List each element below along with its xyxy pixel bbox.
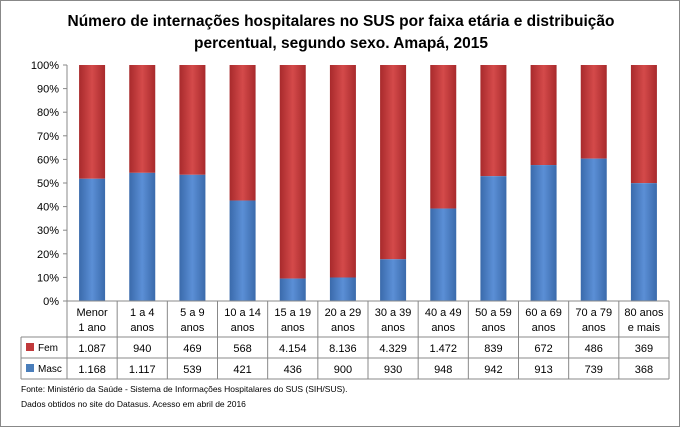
y-tick-label: 0% (43, 296, 59, 308)
category-label: 80 anos (624, 307, 664, 319)
data-label-masc: 1.168 (78, 364, 106, 376)
y-tick-label: 60% (37, 154, 59, 166)
category-label: anos (281, 322, 305, 334)
category-label: 50 a 59 (475, 307, 512, 319)
bar-fem (79, 65, 106, 179)
data-label-masc: 900 (334, 364, 352, 376)
category-label: 1 a 4 (130, 307, 154, 319)
data-label-fem: 568 (233, 343, 251, 355)
bar-masc (79, 178, 106, 301)
bar-masc (179, 174, 206, 301)
bar-fem (329, 65, 356, 278)
data-label-masc: 739 (585, 364, 603, 376)
category-label: anos (582, 322, 606, 334)
category-label: 5 a 9 (180, 307, 204, 319)
data-label-fem: 940 (133, 343, 151, 355)
category-label: anos (180, 322, 204, 334)
bar-fem (179, 65, 206, 175)
data-label-masc: 930 (384, 364, 402, 376)
bar-fem (480, 65, 507, 177)
data-label-fem: 1.472 (429, 343, 457, 355)
data-label-masc: 436 (284, 364, 302, 376)
data-label-masc: 948 (434, 364, 452, 376)
data-label-fem: 4.154 (279, 343, 307, 355)
bar-masc (480, 176, 507, 301)
category-label: 40 a 49 (425, 307, 462, 319)
data-label-fem: 486 (585, 343, 603, 355)
bar-fem (630, 65, 657, 184)
y-tick-label: 30% (37, 225, 59, 237)
category-label: anos (532, 322, 556, 334)
bar-fem (279, 65, 306, 279)
data-label-fem: 469 (183, 343, 201, 355)
data-label-fem: 839 (484, 343, 502, 355)
category-label: e mais (628, 322, 661, 334)
bar-masc (229, 200, 256, 301)
category-label: 20 a 29 (325, 307, 362, 319)
category-label: anos (331, 322, 355, 334)
bar-masc (430, 208, 457, 301)
footnote-access: Dados obtidos no site do Datasus. Acesso… (21, 399, 246, 409)
y-tick-label: 40% (37, 202, 59, 214)
bar-masc (279, 278, 306, 301)
legend-swatch-fem (26, 343, 34, 351)
y-tick-label: 100% (31, 60, 59, 72)
data-label-fem: 672 (534, 343, 552, 355)
category-label: 60 a 69 (525, 307, 562, 319)
legend-label-fem: Fem (38, 343, 58, 354)
data-label-masc: 913 (534, 364, 552, 376)
bar-masc (329, 277, 356, 301)
category-label: anos (481, 322, 505, 334)
category-label: 10 a 14 (224, 307, 261, 319)
y-tick-label: 90% (37, 84, 59, 96)
category-label: 70 a 79 (575, 307, 612, 319)
category-label: 15 a 19 (274, 307, 311, 319)
category-label: Menor (76, 307, 108, 319)
bar-fem (380, 65, 407, 260)
category-label: anos (231, 322, 255, 334)
data-label-masc: 539 (183, 364, 201, 376)
y-tick-label: 50% (37, 178, 59, 190)
data-label-fem: 1.087 (78, 343, 106, 355)
y-tick-label: 70% (37, 131, 59, 143)
bar-fem (229, 65, 256, 201)
bar-fem (129, 65, 156, 173)
legend-swatch-masc (26, 364, 34, 372)
data-label-masc: 942 (484, 364, 502, 376)
y-tick-label: 10% (37, 272, 59, 284)
category-label: 30 a 39 (375, 307, 412, 319)
footnote-source: Fonte: Ministério da Saúde - Sistema de … (21, 384, 348, 394)
data-label-fem: 4.329 (379, 343, 407, 355)
bar-fem (530, 65, 557, 166)
bar-masc (530, 165, 557, 301)
category-label: anos (130, 322, 154, 334)
legend-label-masc: Masc (38, 364, 62, 375)
bar-fem (430, 65, 457, 209)
y-tick-label: 80% (37, 107, 59, 119)
data-label-masc: 1.117 (129, 364, 156, 376)
bar-fem (580, 65, 607, 159)
chart-title: Número de internações hospitalares no SU… (67, 13, 615, 52)
data-label-masc: 368 (635, 364, 653, 376)
category-label: 1 ano (78, 322, 106, 334)
data-label-fem: 8.136 (329, 343, 357, 355)
category-label: anos (381, 322, 405, 334)
bar-masc (380, 259, 407, 301)
category-label: anos (431, 322, 455, 334)
data-label-fem: 369 (635, 343, 653, 355)
y-tick-label: 20% (37, 249, 59, 261)
bar-masc (580, 158, 607, 301)
data-label-masc: 421 (233, 364, 251, 376)
bar-masc (630, 183, 657, 301)
bar-masc (129, 172, 156, 301)
